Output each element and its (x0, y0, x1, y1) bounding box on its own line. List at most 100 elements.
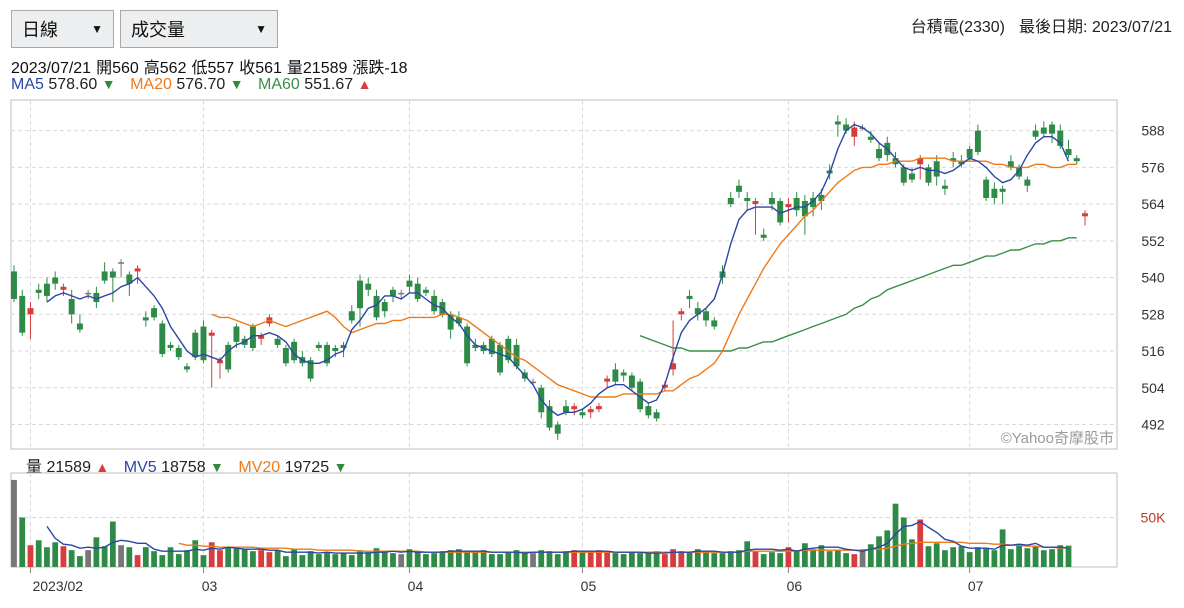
volume-bar (381, 551, 388, 567)
candle (620, 372, 627, 376)
x-tick-label: 04 (408, 578, 424, 594)
volume-bar (11, 479, 17, 567)
candle (233, 326, 240, 342)
down-arrow-icon: ▼ (229, 76, 244, 92)
ma60-legend: MA60 551.67 ▲ (258, 76, 372, 93)
x-tick-label: 06 (787, 578, 803, 594)
candle (917, 158, 924, 165)
ma5-legend: MA5 578.60 ▼ (11, 76, 116, 93)
volume-bar (340, 553, 347, 567)
volume-bar (258, 550, 265, 567)
candle (307, 360, 314, 379)
volume-bar (390, 553, 396, 567)
candle (390, 289, 396, 296)
candle (488, 338, 495, 355)
down-arrow-icon: ▼ (210, 459, 224, 475)
candle (68, 298, 75, 315)
up-arrow-icon: ▲ (95, 459, 110, 475)
candle (785, 204, 792, 208)
candle (1016, 167, 1023, 177)
down-arrow-icon: ▼ (333, 459, 348, 475)
volume-bar (77, 556, 83, 567)
volume-bar (266, 552, 273, 567)
candle (76, 323, 83, 330)
volume-bar (134, 555, 141, 567)
candle (1057, 130, 1064, 146)
volume-bar (282, 556, 289, 567)
volume-bar (983, 548, 990, 567)
volume-bar (859, 549, 866, 567)
candle (348, 311, 355, 321)
volume-bar (299, 555, 306, 567)
volume-bar (431, 553, 438, 567)
up-arrow-icon: ▲ (357, 76, 372, 92)
volume-bar (653, 551, 660, 567)
volume-bar (217, 550, 223, 567)
volume-bar (587, 551, 594, 567)
volume-bar (950, 547, 957, 567)
chevron-down-icon: ▼ (255, 22, 267, 36)
volume-bar (1049, 549, 1055, 567)
volume-bar (554, 554, 561, 567)
volume-bar (101, 546, 108, 567)
ma5-line (46, 123, 1070, 417)
volume-bar (324, 552, 330, 567)
volume-bar (118, 545, 124, 567)
candle (744, 197, 751, 202)
volume-bar (241, 549, 248, 567)
x-tick-label: 05 (581, 578, 597, 594)
volume-bar (711, 553, 718, 567)
volume-bar (958, 546, 965, 567)
candle (249, 326, 256, 348)
volume-bar (637, 553, 644, 567)
volume-bar (406, 549, 413, 567)
volume-bar (332, 554, 339, 567)
volume-bar (777, 553, 784, 567)
candle (579, 412, 586, 416)
price-panel-frame (10, 99, 1118, 450)
volume-bar (876, 536, 882, 567)
volume-bar (538, 550, 545, 567)
volume-bar (250, 551, 256, 567)
candle (175, 347, 182, 358)
price-tick-label: 492 (1141, 417, 1165, 433)
volume-bar (192, 540, 199, 567)
volume-bar (975, 547, 981, 567)
volume-bar (900, 517, 907, 567)
candle (43, 283, 50, 296)
volume-bar (1057, 545, 1064, 567)
volume-bar (851, 554, 858, 567)
candle (109, 271, 116, 278)
volume-bar (991, 550, 998, 567)
volume-tick-label: 50K (1141, 510, 1167, 526)
volume-bar (175, 554, 182, 567)
volume-bar (423, 554, 429, 567)
volume-bar (44, 547, 50, 567)
ma20-value: 576.70 (176, 76, 226, 93)
volume-bar (109, 521, 116, 567)
period-select-value: 日線 (22, 20, 58, 40)
volume-bar (472, 552, 479, 567)
candle (793, 197, 800, 211)
candle (85, 292, 92, 295)
indicator-select-value: 成交量 (131, 20, 185, 40)
volume-bar (727, 551, 734, 567)
candle (151, 308, 158, 318)
volume-bar (834, 550, 841, 567)
candle (653, 412, 660, 419)
volume-bar (620, 554, 627, 567)
indicator-select[interactable]: 成交量 ▼ (120, 10, 278, 48)
candle (513, 344, 520, 367)
volume-bar (785, 547, 792, 567)
candle (851, 127, 858, 137)
ma60-value: 551.67 (304, 76, 354, 93)
volume-bar (348, 555, 355, 567)
candle (282, 347, 289, 364)
volume-bar (233, 547, 240, 567)
volume-bar (563, 551, 569, 567)
ohlc-volume: 量21589 (286, 60, 348, 77)
candle (159, 323, 166, 355)
candle (999, 188, 1006, 192)
period-select[interactable]: 日線 ▼ (11, 10, 114, 48)
